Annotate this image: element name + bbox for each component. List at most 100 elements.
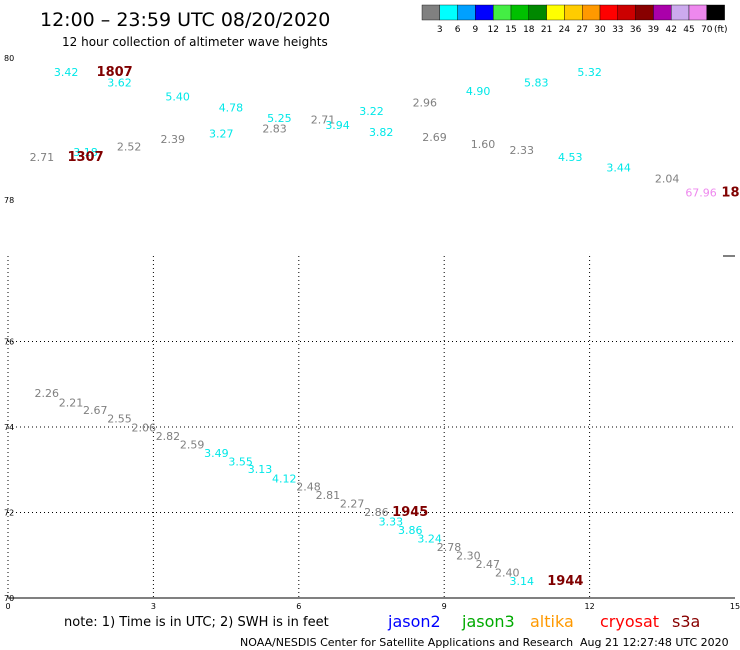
wave-height-label: 3.14 (509, 575, 534, 588)
wave-height-label: 180 (721, 185, 740, 200)
wave-height-label: 2.96 (413, 96, 438, 109)
colorbar-swatch (653, 4, 672, 21)
wave-height-label: 3.22 (359, 105, 384, 118)
wave-height-label: 3.62 (107, 76, 132, 89)
colorbar-swatch (421, 4, 440, 21)
wave-height-label: 3.49 (204, 447, 229, 460)
colorbar-swatch (510, 4, 529, 21)
wave-height-label: 2.83 (262, 123, 287, 136)
satellite-jason3: jason3 (461, 612, 515, 631)
colorbar-label: 18 (523, 25, 535, 35)
colorbar-swatch (493, 4, 512, 21)
satellite-altika: altika (530, 612, 574, 631)
wave-height-label: 2.81 (316, 489, 341, 502)
wave-height-label: 2.67 (83, 404, 108, 417)
chart-title: 12:00 – 23:59 UTC 08/20/2020 (40, 9, 330, 31)
colorbar-label: 27 (576, 25, 587, 35)
wave-height-label: 2.04 (655, 172, 680, 185)
colorbar-swatch (599, 4, 618, 21)
footer-timestamp: Aug 21 12:27:48 UTC 2020 (580, 636, 729, 649)
footer-credit: NOAA/NESDIS Center for Satellite Applica… (240, 636, 573, 649)
colorbar-label: 39 (648, 25, 660, 35)
wave-height-label: 3.55 (228, 455, 253, 468)
x-tick-label: 0 (5, 602, 10, 611)
wave-height-label: 2.71 (30, 151, 55, 164)
lower-y-tick: 76 (4, 338, 14, 347)
wave-height-label: 2.39 (161, 133, 186, 146)
wave-height-label: 2.52 (117, 140, 142, 153)
wave-height-label: 4.12 (272, 473, 297, 486)
wave-height-label: 2.06 (131, 421, 156, 434)
wave-height-label: 5.40 (165, 91, 190, 104)
wave-height-label: 1944 (547, 574, 583, 589)
wave-height-label: 2.26 (35, 387, 60, 400)
wave-height-label: 2.47 (476, 558, 501, 571)
x-tick-label: 3 (151, 602, 156, 611)
wave-height-label: 2.82 (156, 430, 181, 443)
colorbar-swatch (688, 4, 707, 21)
wave-height-label: 1945 (392, 505, 428, 520)
wave-height-label: 1.60 (471, 138, 496, 151)
x-tick-label: 9 (442, 602, 447, 611)
lower-band: 0 3 6 9 12 15 70 72 74 76 2.262.212.672.552.062.82… (4, 255, 740, 611)
wave-height-label: 2.78 (437, 541, 462, 554)
colorbar-label: 15 (505, 25, 516, 35)
colorbar-swatch (546, 4, 565, 21)
lower-y-tick: 70 (4, 594, 14, 603)
colorbar-swatch (439, 4, 458, 21)
wave-height-label: 3.94 (325, 119, 350, 132)
colorbar-swatch (706, 4, 725, 21)
colorbar-swatch (475, 4, 494, 21)
wave-height-label: 4.78 (219, 101, 244, 114)
satellite-cryosat: cryosat (600, 612, 659, 631)
upper-y-tick: 78 (4, 196, 14, 205)
x-tick-label: 15 (730, 602, 740, 611)
wave-height-label: 3.24 (417, 532, 442, 545)
colorbar-label: 70 (701, 25, 713, 35)
wave-height-label: 2.69 (422, 131, 447, 144)
colorbar-label: 33 (612, 25, 623, 35)
wave-height-label: 3.33 (379, 515, 404, 528)
lower-y-tick: 74 (4, 423, 14, 432)
wave-height-label: 3.86 (398, 524, 423, 537)
wave-height-label: 3.27 (209, 128, 234, 141)
colorbar-label: 45 (683, 25, 694, 35)
wave-height-label: 2.27 (340, 497, 365, 510)
wave-height-label: 3.42 (54, 66, 79, 79)
wave-height-label: 3.18 (73, 146, 98, 159)
colorbar-swatch (528, 4, 547, 21)
colorbar-swatch (671, 4, 690, 21)
wave-height-label: 2.48 (296, 480, 321, 493)
colorbar-swatch (582, 4, 601, 21)
colorbar-swatch (635, 4, 654, 21)
colorbar-label: 36 (630, 25, 642, 35)
wave-height-label: 2.71 (311, 113, 336, 126)
x-tick-label: 12 (585, 602, 595, 611)
footer: note: 1) Time is in UTC; 2) SWH is in fe… (64, 612, 729, 649)
wave-height-label: 2.21 (59, 396, 84, 409)
colorbar-unit: (ft) (714, 25, 728, 35)
colorbar-label: 3 (437, 25, 443, 35)
colorbar-label: 24 (559, 25, 571, 35)
wave-height-label: 2.86 (364, 506, 389, 519)
lower-y-tick: 72 (4, 509, 14, 518)
satellite-jason2: jason2 (387, 612, 441, 631)
wave-height-label: 5.25 (267, 112, 292, 125)
wave-height-label: 2.30 (456, 550, 481, 563)
colorbar-label: 21 (541, 25, 552, 35)
wave-height-label: 67.96 (685, 186, 717, 199)
wave-height-label: 2.55 (107, 413, 132, 426)
chart-subtitle: 12 hour collection of altimeter wave hei… (62, 35, 328, 49)
wave-height-label: 2.59 (180, 438, 205, 451)
satellite-legend: jason2 jason3 altika cryosat s3a (387, 612, 700, 631)
wave-height-label: 5.32 (577, 66, 602, 79)
colorbar-swatch (617, 4, 636, 21)
wave-height-label: 4.53 (558, 151, 583, 164)
colorbar-swatch (564, 4, 583, 21)
wave-height-label: 4.90 (466, 85, 491, 98)
colorbar-label: 42 (665, 25, 676, 35)
colorbar-label: 30 (594, 25, 606, 35)
x-tick-label: 6 (296, 602, 301, 611)
wave-height-label: 2.40 (495, 567, 520, 580)
